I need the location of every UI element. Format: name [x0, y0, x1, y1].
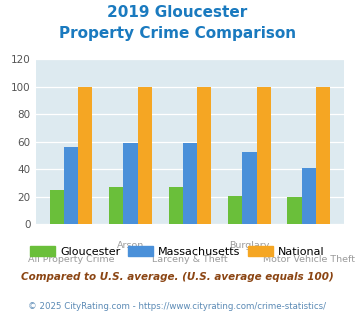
Bar	[64, 148, 78, 224]
Bar	[138, 87, 152, 224]
Text: Arson: Arson	[117, 241, 144, 250]
Text: 2019 Gloucester: 2019 Gloucester	[107, 5, 248, 20]
Bar	[78, 87, 92, 224]
Bar	[109, 187, 123, 224]
Bar	[183, 143, 197, 224]
Bar	[302, 168, 316, 224]
Text: © 2025 CityRating.com - https://www.cityrating.com/crime-statistics/: © 2025 CityRating.com - https://www.city…	[28, 302, 327, 311]
Text: Motor Vehicle Theft: Motor Vehicle Theft	[263, 255, 355, 264]
Text: Compared to U.S. average. (U.S. average equals 100): Compared to U.S. average. (U.S. average …	[21, 272, 334, 282]
Bar	[316, 87, 330, 224]
Bar	[257, 87, 271, 224]
Text: Larceny & Theft: Larceny & Theft	[152, 255, 228, 264]
Bar	[288, 197, 302, 224]
Bar	[242, 151, 257, 224]
Legend: Gloucester, Massachusetts, National: Gloucester, Massachusetts, National	[26, 242, 329, 261]
Text: All Property Crime: All Property Crime	[28, 255, 114, 264]
Bar	[197, 87, 211, 224]
Bar	[123, 143, 138, 224]
Bar	[50, 190, 64, 224]
Text: Property Crime Comparison: Property Crime Comparison	[59, 26, 296, 41]
Text: Burglary: Burglary	[229, 241, 269, 250]
Bar	[169, 187, 183, 224]
Bar	[228, 195, 242, 224]
